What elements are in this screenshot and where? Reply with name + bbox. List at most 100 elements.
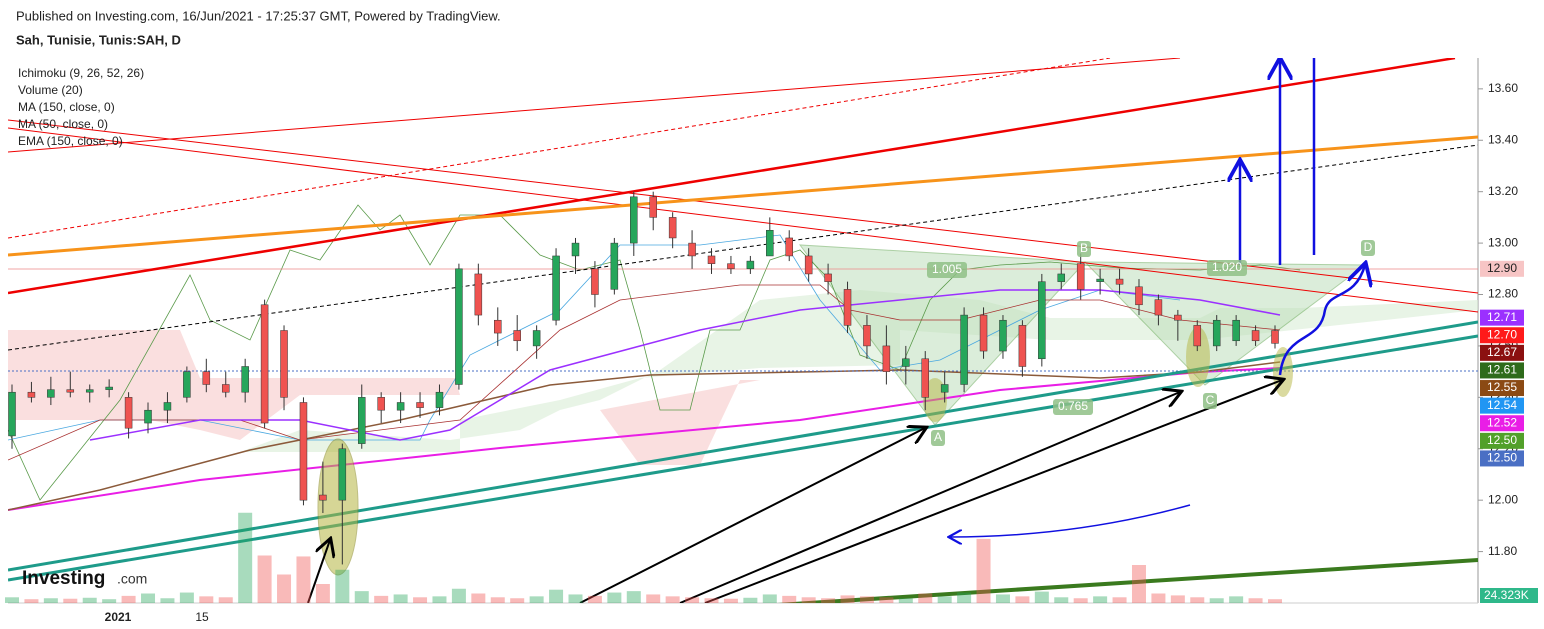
candle-body [8,391,16,437]
trend-line [8,119,1478,294]
indicator-label: Volume (20) [18,83,83,97]
candle-body [1212,319,1221,347]
arrow [950,504,1191,537]
annotation-bg [1077,241,1091,257]
ichimoku-base [8,284,1281,461]
price-label: 12.70 [1487,327,1517,341]
candle-body [124,397,133,429]
candle-body [435,391,444,408]
arrow [704,380,1282,603]
volume-bar [607,592,622,603]
candle-body [377,397,385,411]
candle-body [707,255,716,264]
volume-bar [1054,597,1069,603]
candle-body [260,304,269,424]
annotation: 1.005 [932,262,962,276]
candle-body [47,389,55,398]
candle-body [280,330,288,398]
price-label: 12.50 [1487,451,1517,465]
volume-bar [471,593,486,603]
highlight [1273,347,1293,397]
candle-body [1038,281,1046,360]
trend-line [777,558,1478,603]
candle-body [766,229,774,257]
annotation: 0.765 [1058,399,1088,413]
indicator-label: MA (150, close, 0) [18,100,115,114]
candle-body [785,237,793,257]
indicator-label: EMA (150, close, 0) [18,134,123,148]
candle-body [571,242,580,257]
annotation: 1.020 [1212,260,1242,274]
indicator-label: MA (50, close, 0) [18,117,108,131]
price-label-bg [1480,309,1524,326]
volume-bar [801,597,816,603]
highlight [1186,327,1210,387]
candle-body [746,260,755,270]
candle-body [416,402,424,408]
candle-body [630,196,638,244]
annotation: D [1364,240,1373,254]
candle-body [27,391,36,398]
candle-body [1096,278,1104,282]
trend-line [8,144,1478,351]
candle-body [85,389,94,393]
price-label-bg [1480,327,1524,344]
candle-body [1174,314,1182,321]
volume-bar [1034,591,1049,603]
indicator-list: Ichimoku (9, 26, 52, 26) Volume (20) MA (1… [18,66,144,148]
candle-body [358,397,366,444]
volume-bar [296,556,311,603]
y-tick-label: 13.60 [1488,81,1518,95]
volume-bar [179,592,194,603]
annotation-bg [1053,399,1093,415]
trend-line [8,135,1478,257]
candle-body [105,386,113,390]
candle-body [960,314,968,385]
volume-bar [5,597,19,603]
indicator-label: Ichimoku (9, 26, 52, 26) [18,66,144,80]
candle-body [1193,325,1202,347]
annotation: B [1080,241,1088,255]
price-label-bg [1480,432,1524,449]
y-tick-label: 13.40 [1488,132,1518,146]
candle-body [66,389,75,393]
y-tick-label: 11.80 [1488,544,1517,558]
volume-bar [218,597,233,603]
volume-bar [102,599,117,603]
logo-suffix: .com [117,571,147,587]
volume-bar [82,597,97,603]
trend-line [8,334,1478,582]
candle-body [552,255,560,321]
ma-150 [8,361,1281,511]
candle-body [882,345,891,372]
volume-bar [918,593,933,603]
price-label: 12.50 [1487,433,1517,447]
candle-body [241,366,249,393]
volume-bar [1093,596,1108,603]
candle-body [824,273,832,282]
x-tick-label: 15 [195,610,209,624]
volume-bar [743,597,758,603]
candle-body [1271,330,1279,344]
annotation-bg [1203,393,1217,409]
candle-body [921,358,929,398]
volume-bar [782,595,797,603]
volume-bar [1229,596,1244,603]
volume-bar [762,594,777,603]
price-label: 12.71 [1487,310,1517,324]
candle-body [1018,325,1027,367]
x-tick-label: 2021 [105,610,132,624]
volume-bar [529,596,544,603]
candle-body [319,494,327,501]
volume-label-bg [1480,588,1538,603]
price-label: 12.52 [1487,415,1517,429]
candle-body [940,384,949,393]
volume-bar [937,596,952,603]
candle-body [610,242,619,290]
volume-bar [238,512,253,603]
candle-body [221,384,230,393]
annotation-bg [1361,240,1375,256]
volume-bar [199,596,214,603]
trend-line [8,58,1181,153]
volume-bar [646,594,661,603]
